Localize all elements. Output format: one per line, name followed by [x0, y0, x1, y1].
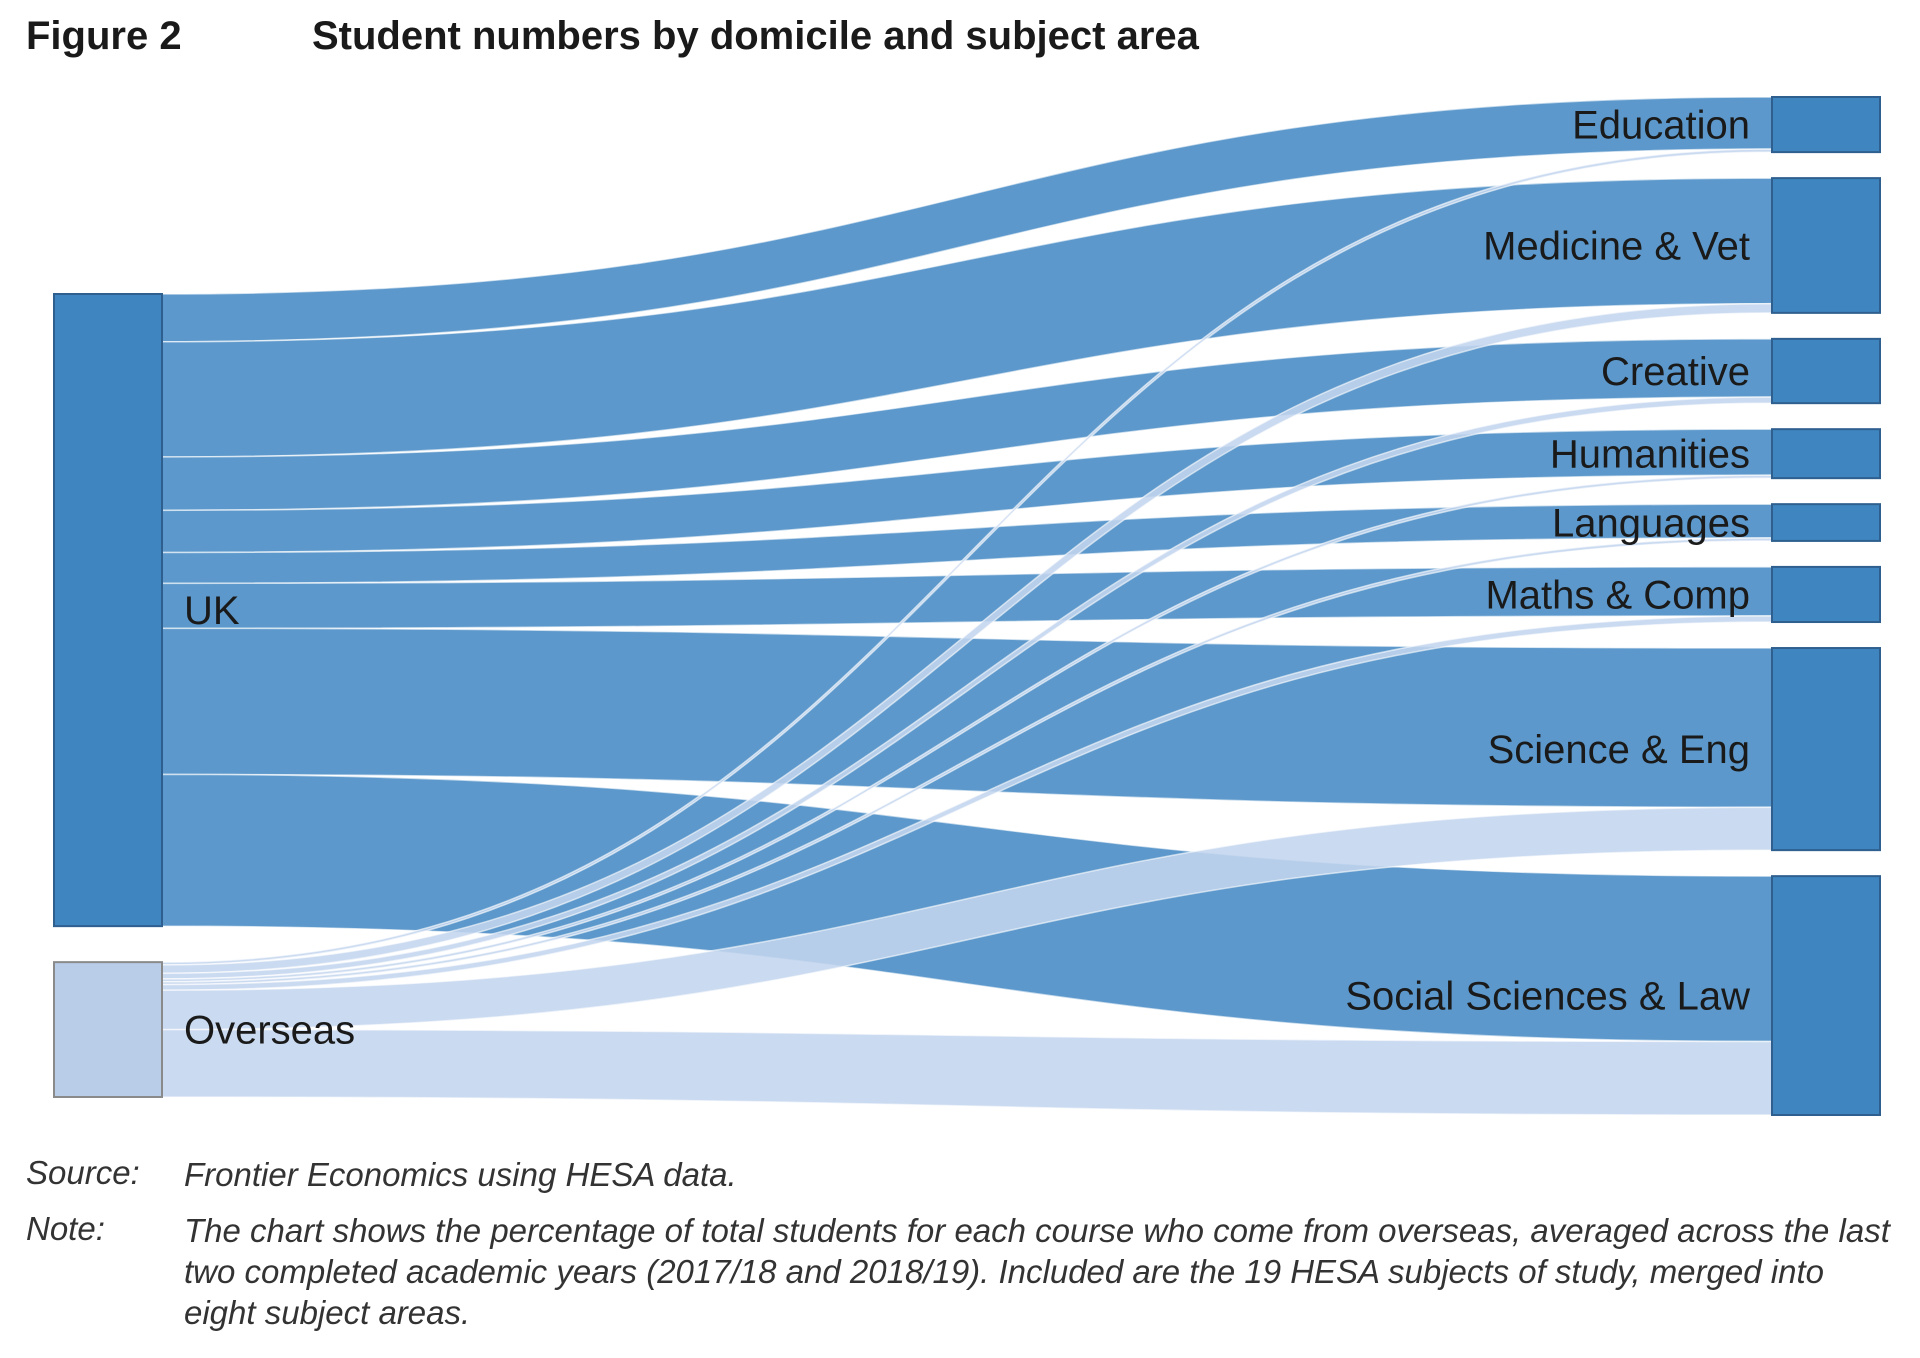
note-label: Note: [26, 1210, 105, 1247]
node-education [1771, 96, 1881, 154]
label-humanities: Humanities [1550, 433, 1750, 477]
label-social-sciences-and-law: Social Sciences & Law [1345, 975, 1750, 1019]
chart-title: Student numbers by domicile and subject … [312, 14, 1199, 58]
source-label: Source: [26, 1154, 140, 1191]
label-maths-and-comp: Maths & Comp [1485, 573, 1750, 617]
label-medicine-and-vet: Medicine & Vet [1483, 224, 1750, 268]
node-languages [1771, 503, 1881, 542]
node-maths-and-comp [1771, 565, 1881, 624]
node-science-and-eng [1771, 647, 1881, 852]
note-text: The chart shows the percentage of total … [184, 1212, 1890, 1331]
label-uk: UK [184, 589, 240, 633]
node-creative [1771, 337, 1881, 405]
node-social-sciences-and-law [1771, 875, 1881, 1117]
label-education: Education [1572, 104, 1750, 148]
node-uk [53, 293, 163, 928]
label-overseas: Overseas [184, 1009, 355, 1053]
node-humanities [1771, 428, 1881, 480]
label-layer: UK Overseas Education Medicine & Vet Creativ… [184, 104, 1750, 1053]
node-overseas [53, 961, 163, 1099]
sankey-chart: UK Overseas Education Medicine & Vet Creativ… [53, 96, 1881, 1117]
flow-overseas-to-social-sciences-and-law [161, 1028, 1773, 1116]
label-languages: Languages [1552, 502, 1750, 546]
label-creative: Creative [1601, 350, 1750, 394]
source-text: Frontier Economics using HESA data. [184, 1156, 737, 1193]
node-medicine-and-vet [1771, 177, 1881, 314]
figure-label: Figure 2 [26, 14, 182, 58]
label-science-and-eng: Science & Eng [1488, 728, 1750, 772]
node-layer [53, 96, 1881, 1117]
